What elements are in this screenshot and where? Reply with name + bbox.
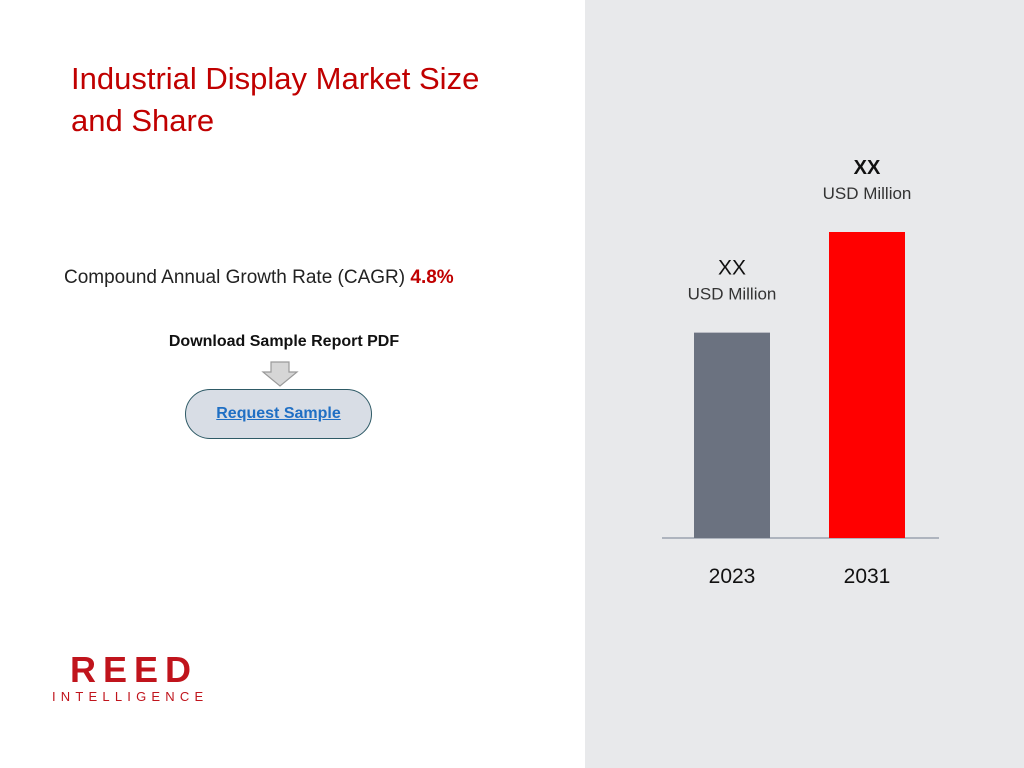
- page-title: Industrial Display Market Size and Share: [71, 61, 480, 138]
- download-sample-label: Download Sample Report PDF: [168, 333, 400, 350]
- reed-intelligence-logo: REED INTELLIGENCE: [52, 652, 222, 712]
- bar-2023: [694, 332, 770, 538]
- cagr-value: 4.8%: [410, 267, 454, 288]
- logo-wordmark: REED: [70, 649, 199, 690]
- x-tick-label-2031: 2031: [844, 565, 891, 588]
- data-label-unit-2023: USD Million: [688, 285, 777, 304]
- cagr-label: Compound Annual Growth Rate (CAGR): [64, 267, 406, 288]
- cagr-text: Compound Annual Growth Rate (CAGR) 4.8%: [64, 267, 454, 289]
- request-sample-link[interactable]: Request Sample: [216, 405, 341, 422]
- data-label-value-2023: XX: [718, 257, 746, 280]
- data-label-unit-2031: USD Million: [823, 184, 912, 203]
- x-tick-label-2023: 2023: [709, 565, 756, 588]
- chart-panel-background: [585, 0, 1024, 768]
- logo-subtitle: INTELLIGENCE: [52, 689, 209, 704]
- down-arrow-icon: [261, 361, 299, 387]
- request-sample-button[interactable]: Request Sample: [185, 389, 372, 439]
- market-size-chart: XX USD Million 2023 XX USD Million 2031: [662, 157, 939, 588]
- data-label-value-2031: XX: [854, 157, 881, 179]
- bar-2031: [829, 232, 905, 538]
